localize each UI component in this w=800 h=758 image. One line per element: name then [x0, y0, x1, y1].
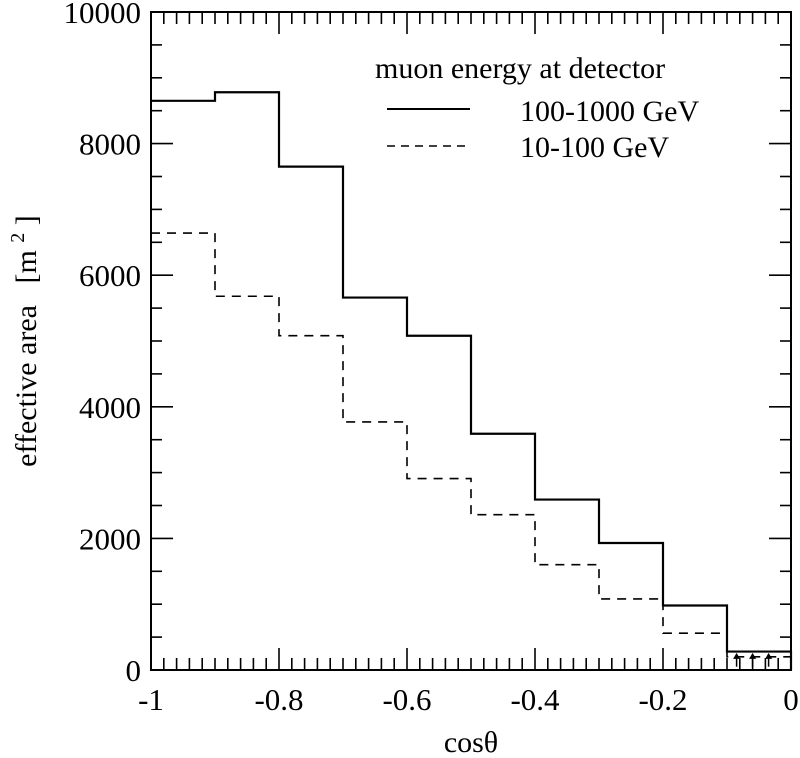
y-axis-label-main: effective area	[10, 305, 43, 467]
y-axis-label: effective area [m 2 ]	[0, 215, 43, 467]
arrow-head	[765, 652, 773, 659]
y-axis-label-unit: [m	[10, 250, 43, 283]
series-line-1	[151, 91, 793, 670]
y-tick-label: 6000	[79, 258, 141, 293]
arrow-head	[733, 652, 741, 659]
x-tick-label: -0.4	[510, 682, 560, 717]
arrow-head	[749, 652, 757, 659]
y-tick-label: 0	[126, 653, 142, 688]
x-tick-label: -0.2	[638, 682, 687, 717]
plot-frame	[150, 11, 792, 671]
x-tick-label: -0.6	[382, 682, 431, 717]
x-tick-label: 0	[783, 682, 799, 717]
axis-ticks	[151, 12, 791, 670]
y-tick-label: 10000	[64, 0, 142, 30]
x-tick-label: -0.8	[254, 682, 303, 717]
legend: muon energy at detector 100-1000 GeV 10-…	[375, 52, 699, 164]
y-axis-label-unit-sup: 2	[7, 233, 29, 243]
y-tick-label: 8000	[79, 127, 141, 162]
legend-label-series-1: 100-1000 GeV	[520, 95, 699, 128]
series-layer	[151, 91, 793, 670]
y-tick-label: 4000	[79, 390, 141, 425]
x-tick-labels: -1 -0.8 -0.6 -0.4 -0.2 0	[138, 682, 799, 717]
legend-title: muon energy at detector	[375, 52, 665, 85]
arrow-annotations	[733, 652, 773, 667]
x-tick-label: -1	[138, 682, 164, 717]
y-tick-label: 2000	[79, 521, 141, 556]
y-axis-label-unit-close: ]	[10, 215, 43, 225]
x-axis-label: cosθ	[444, 726, 498, 758]
legend-label-series-2: 10-100 GeV	[520, 131, 669, 164]
y-tick-labels: 0 2000 4000 6000 8000 10000	[64, 0, 142, 688]
